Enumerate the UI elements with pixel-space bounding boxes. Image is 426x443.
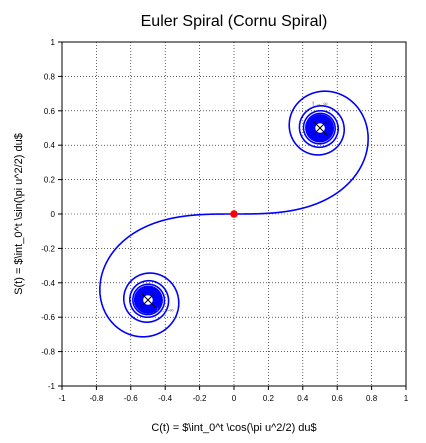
y-tick-label: 0.6 — [44, 107, 56, 116]
x-tick-label: -0.8 — [90, 394, 104, 403]
y-tick-label: -0.6 — [41, 313, 55, 322]
y-tick-label: 0.2 — [44, 176, 56, 185]
x-axis-label: C(t) = $\int_0^t \cos(\pi u^2/2) du$ — [151, 422, 316, 434]
y-tick-label: 0.4 — [44, 141, 56, 150]
spiral-annotation: t → -∞ — [157, 308, 174, 314]
marker-layer: t → ∞ t → -∞ — [140, 102, 328, 314]
x-tick-label: 0.8 — [366, 394, 378, 403]
y-tick-label: -0.2 — [41, 244, 55, 253]
x-tick-label: -0.2 — [193, 394, 207, 403]
x-tick-label: 0.6 — [332, 394, 344, 403]
x-tick-label: 1 — [404, 394, 409, 403]
x-tick-label: -1 — [58, 394, 66, 403]
tick-layer: -1 -0.8 -0.6 -0.4 -0.2 0 0.2 0.4 0.6 0.8 1 -1 -0.8 -0… — [41, 38, 409, 403]
chart-title: Euler Spiral (Cornu Spiral) — [141, 13, 328, 30]
x-tick-label: -0.6 — [124, 394, 138, 403]
y-tick-label: 1 — [51, 38, 56, 47]
x-tick-label: 0.4 — [297, 394, 309, 403]
y-tick-label: 0.8 — [44, 72, 56, 81]
x-tick-label: 0.2 — [263, 394, 275, 403]
origin-point — [230, 210, 238, 218]
x-tick-label: 0 — [232, 394, 237, 403]
y-tick-label: -1 — [48, 382, 56, 391]
y-tick-label: -0.4 — [41, 279, 55, 288]
limit-point-marker — [312, 120, 328, 136]
spiral-annotation: t → ∞ — [312, 102, 327, 108]
limit-point-marker — [140, 292, 156, 308]
x-tick-label: -0.4 — [158, 394, 172, 403]
y-tick-label: -0.8 — [41, 348, 55, 357]
y-tick-label: 0 — [51, 210, 56, 219]
y-axis-label: S(t) = $\int_0^t \sin(\pi u^2/2) du$ — [13, 133, 25, 295]
